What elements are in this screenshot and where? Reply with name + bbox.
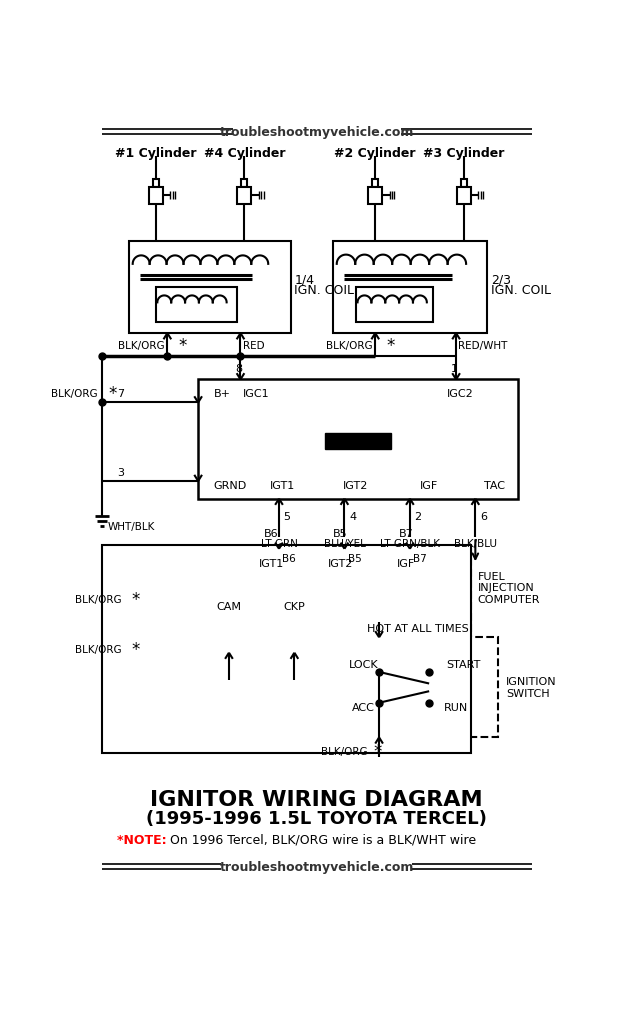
Text: 5: 5 bbox=[284, 512, 290, 521]
Text: B5: B5 bbox=[347, 553, 362, 564]
Text: *NOTE:: *NOTE: bbox=[117, 833, 171, 846]
Text: BLU/YEL: BLU/YEL bbox=[323, 539, 365, 549]
Text: IGF: IGF bbox=[420, 480, 438, 490]
Text: *: * bbox=[178, 336, 187, 355]
Text: B6: B6 bbox=[264, 529, 279, 539]
Text: *: * bbox=[108, 385, 116, 403]
Text: BLK/ORG: BLK/ORG bbox=[321, 747, 368, 756]
Bar bbox=[368, 187, 382, 205]
Bar bbox=[198, 380, 518, 499]
Text: troubleshootmyvehicle.com: troubleshootmyvehicle.com bbox=[219, 860, 414, 873]
Text: LT GRN/BLK: LT GRN/BLK bbox=[380, 539, 440, 549]
Text: LOCK: LOCK bbox=[349, 659, 378, 669]
Bar bbox=[457, 187, 471, 205]
Bar bbox=[337, 638, 499, 738]
Text: 2/3: 2/3 bbox=[491, 273, 510, 286]
Text: RED: RED bbox=[243, 340, 265, 351]
Bar bbox=[325, 434, 391, 449]
Text: 1: 1 bbox=[451, 364, 458, 373]
Text: ACC: ACC bbox=[352, 702, 375, 712]
Text: 7: 7 bbox=[117, 389, 124, 398]
Text: BLK/ORG: BLK/ORG bbox=[51, 389, 98, 398]
Text: BLK/ORG: BLK/ORG bbox=[75, 644, 121, 654]
Text: COMPUTER: COMPUTER bbox=[478, 594, 540, 604]
Text: B6: B6 bbox=[282, 553, 296, 564]
Text: IGC2: IGC2 bbox=[447, 389, 473, 398]
Text: #3 Cylinder: #3 Cylinder bbox=[423, 147, 504, 160]
Bar bbox=[273, 680, 316, 718]
Text: IGT1: IGT1 bbox=[270, 480, 295, 490]
Bar bbox=[194, 549, 472, 653]
Bar bbox=[333, 242, 487, 334]
Text: 8: 8 bbox=[235, 364, 242, 373]
Text: BLK/ORG: BLK/ORG bbox=[326, 340, 373, 351]
Text: BLK/BLU: BLK/BLU bbox=[454, 539, 497, 549]
Text: IGN. COIL: IGN. COIL bbox=[294, 283, 354, 297]
Bar bbox=[241, 180, 247, 187]
Bar bbox=[129, 242, 290, 334]
Bar bbox=[356, 287, 433, 322]
Text: #1 Cylinder: #1 Cylinder bbox=[115, 147, 197, 160]
Text: 1/4: 1/4 bbox=[294, 273, 315, 286]
Text: IGF: IGF bbox=[397, 558, 415, 568]
Text: HOT AT ALL TIMES: HOT AT ALL TIMES bbox=[366, 624, 468, 634]
Text: START: START bbox=[447, 659, 481, 669]
Text: IGT2: IGT2 bbox=[344, 480, 369, 490]
Bar bbox=[149, 187, 163, 205]
Text: IGT2: IGT2 bbox=[328, 558, 353, 568]
Bar bbox=[153, 180, 159, 187]
Text: B+: B+ bbox=[214, 389, 231, 398]
Text: IGNITION: IGNITION bbox=[506, 677, 557, 687]
Bar bbox=[102, 545, 472, 753]
Text: SWITCH: SWITCH bbox=[506, 688, 550, 698]
Bar bbox=[156, 287, 237, 322]
Text: IGT1: IGT1 bbox=[259, 558, 284, 568]
Bar bbox=[237, 187, 252, 205]
Text: CAM: CAM bbox=[216, 602, 242, 611]
Text: *: * bbox=[373, 743, 382, 760]
Text: On 1996 Tercel, BLK/ORG wire is a BLK/WHT wire: On 1996 Tercel, BLK/ORG wire is a BLK/WH… bbox=[170, 833, 476, 846]
Text: *: * bbox=[131, 640, 140, 658]
Bar bbox=[460, 180, 467, 187]
Text: B5: B5 bbox=[333, 529, 348, 539]
Text: 6: 6 bbox=[480, 512, 487, 521]
Text: BLK/ORG: BLK/ORG bbox=[119, 340, 165, 351]
Bar bbox=[372, 180, 378, 187]
Text: IGN. COIL: IGN. COIL bbox=[491, 283, 551, 297]
Text: 2: 2 bbox=[415, 512, 421, 521]
Text: WHT/BLK: WHT/BLK bbox=[108, 521, 156, 531]
Text: 3: 3 bbox=[117, 468, 124, 477]
Text: 4: 4 bbox=[349, 512, 356, 521]
Text: IGC1: IGC1 bbox=[243, 389, 269, 398]
Text: troubleshootmyvehicle.com: troubleshootmyvehicle.com bbox=[219, 125, 414, 139]
Text: B7: B7 bbox=[399, 529, 413, 539]
Text: BLK/ORG: BLK/ORG bbox=[75, 594, 121, 604]
Text: FUEL: FUEL bbox=[478, 571, 506, 581]
Text: GRND: GRND bbox=[214, 480, 247, 490]
Text: TAC: TAC bbox=[484, 480, 505, 490]
Text: CKP: CKP bbox=[284, 602, 305, 611]
Text: IGNITOR WIRING DIAGRAM: IGNITOR WIRING DIAGRAM bbox=[150, 790, 483, 809]
Text: B7: B7 bbox=[413, 553, 426, 564]
Bar bbox=[208, 680, 250, 718]
Text: INJECTION: INJECTION bbox=[478, 583, 535, 593]
Text: RUN: RUN bbox=[444, 702, 468, 712]
Text: IGNITOR: IGNITOR bbox=[325, 434, 391, 448]
Text: LT GRN: LT GRN bbox=[261, 539, 297, 549]
Text: #2 Cylinder: #2 Cylinder bbox=[334, 147, 416, 160]
Text: *: * bbox=[131, 590, 140, 608]
Text: #4 Cylinder: #4 Cylinder bbox=[203, 147, 285, 160]
Text: (1995-1996 1.5L TOYOTA TERCEL): (1995-1996 1.5L TOYOTA TERCEL) bbox=[146, 809, 487, 827]
Text: RED/WHT: RED/WHT bbox=[459, 340, 508, 351]
Text: *: * bbox=[386, 336, 394, 355]
